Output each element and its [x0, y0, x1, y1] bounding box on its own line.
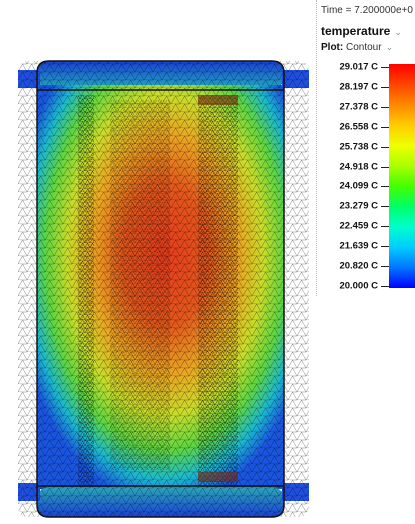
- plot-label: Plot:: [321, 42, 344, 53]
- legend-tick-mark: [381, 186, 389, 188]
- legend-tick-mark: [381, 106, 389, 108]
- colorbar: [389, 64, 415, 288]
- legend-tick-label: 29.017 C: [339, 61, 378, 73]
- legend-tick-label: 26.558 C: [339, 121, 378, 133]
- variable-label: temperature: [321, 24, 391, 38]
- legend-tick-label: 28.197 C: [339, 81, 378, 93]
- legend-tick-label: 23.279 C: [339, 200, 378, 212]
- legend-tick-label: 20.820 C: [339, 260, 378, 272]
- legend-panel: Time = 7.200000e+0 temperature ⌄ Plot: Co…: [316, 0, 415, 296]
- chevron-down-icon: ⌄: [394, 27, 402, 37]
- legend-tick-label: 24.099 C: [339, 180, 378, 192]
- legend-tick-mark: [381, 226, 389, 228]
- legend-tick-mark: [381, 266, 389, 268]
- legend-tick-label: 24.918 C: [339, 161, 378, 173]
- legend-tick-mark: [381, 67, 389, 68]
- legend-tick-label: 25.738 C: [339, 141, 378, 153]
- legend-tick-label: 22.459 C: [339, 220, 378, 232]
- legend-tick-label: 21.639 C: [339, 240, 378, 252]
- legend-tick-label: 27.378 C: [339, 101, 378, 113]
- legend-tick-mark: [381, 146, 389, 148]
- legend-tick-label: 20.000 C: [339, 280, 378, 292]
- plot-type-value: Contour: [346, 42, 382, 53]
- chevron-down-icon: ⌄: [385, 42, 394, 52]
- plot-type-select[interactable]: Plot: Contour ⌄: [321, 42, 393, 53]
- legend-tick-mark: [381, 206, 389, 208]
- legend-tick-mark: [381, 246, 389, 248]
- legend-tick-mark: [381, 86, 389, 88]
- time-readout: Time = 7.200000e+0: [321, 5, 413, 16]
- legend-tick-mark: [381, 286, 389, 287]
- variable-select[interactable]: temperature ⌄: [321, 24, 402, 38]
- legend-tick-mark: [381, 126, 389, 128]
- legend-tick-mark: [381, 166, 389, 168]
